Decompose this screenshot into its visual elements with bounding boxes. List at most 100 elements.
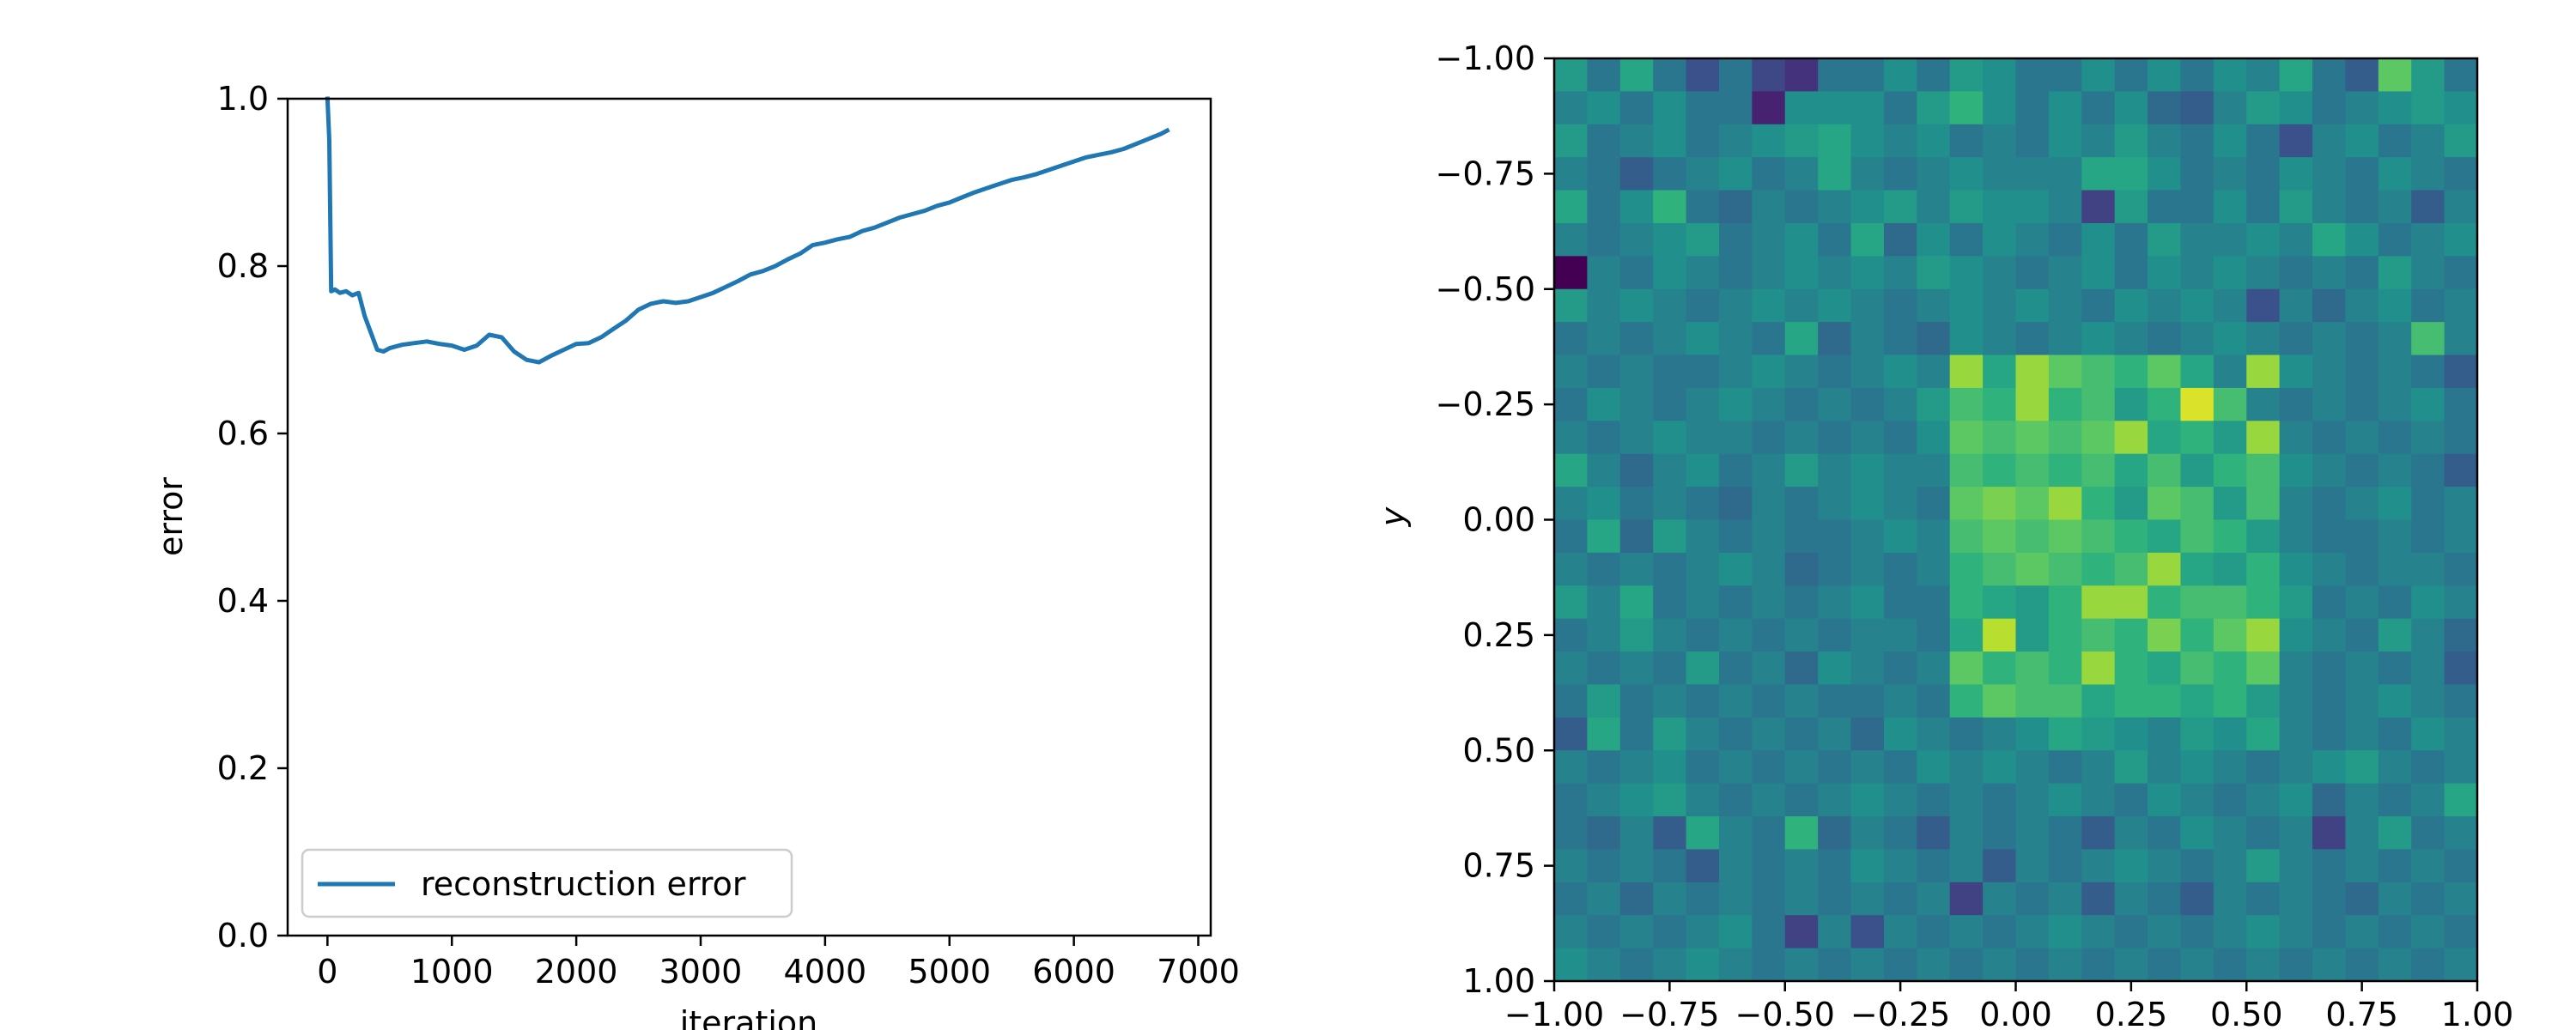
heatmap-cell [2015, 882, 2050, 916]
heatmap-cell [1554, 256, 1588, 290]
heatmap-cell [2048, 618, 2082, 652]
heatmap-cell [2180, 487, 2215, 521]
heatmap-cell [1587, 387, 1621, 421]
heatmap-cell [2345, 58, 2379, 92]
heatmap-cell [1587, 519, 1621, 554]
heatmap-cell [2345, 190, 2379, 224]
heatmap-cell [1949, 421, 1984, 455]
heatmap-cell [2312, 487, 2347, 521]
heatmap-cell [1850, 322, 1885, 356]
heatmap-cell [2213, 222, 2247, 257]
heatmap-cell [2246, 519, 2281, 554]
heatmap-cell [1818, 124, 1852, 158]
heatmap-cell [2148, 552, 2182, 586]
heatmap-cell [1983, 322, 2017, 356]
heatmap-cell [1917, 354, 1951, 389]
heatmap-cell [1653, 190, 1687, 224]
heatmap-cell [2081, 288, 2116, 323]
heatmap-cell [1752, 849, 1786, 883]
heatmap-cell [1554, 684, 1588, 718]
heatmap-cell [1917, 58, 1951, 92]
heatmap-cell [1554, 157, 1588, 191]
heatmap-cell [2444, 487, 2478, 521]
heatmap-cell [1718, 849, 1753, 883]
heatmap-cell [2081, 816, 2116, 851]
heatmap-cell [2411, 256, 2445, 290]
heatmap-cell [2015, 288, 2050, 323]
heatmap-cell [2279, 717, 2313, 751]
heatmap-cell [2378, 421, 2412, 455]
heatmap-cell [2213, 322, 2247, 356]
heatmap-y-tick-label: 1.00 [1462, 962, 1535, 1000]
heatmap-cell [1554, 519, 1588, 554]
heatmap-cell [1917, 783, 1951, 817]
heatmap-cell [1686, 783, 1720, 817]
heatmap-cell [1619, 157, 1654, 191]
heatmap-cell [2378, 948, 2412, 982]
heatmap-cell [1818, 322, 1852, 356]
heatmap-cell [2444, 849, 2478, 883]
heatmap-cell [2345, 421, 2379, 455]
heatmap-cell [1686, 222, 1720, 257]
heatmap-cell [1587, 421, 1621, 455]
heatmap-cell [1752, 915, 1786, 949]
heatmap-cell [2081, 618, 2116, 652]
heatmap-cell [1983, 421, 2017, 455]
heatmap-cell [1818, 256, 1852, 290]
heatmap-cell [2444, 190, 2478, 224]
heatmap-cell [1949, 387, 1984, 421]
heatmap-cell [1917, 487, 1951, 521]
heatmap-cell [2114, 256, 2148, 290]
heatmap-cell [2411, 421, 2445, 455]
heatmap-cell [1619, 948, 1654, 982]
heatmap-cell [1917, 222, 1951, 257]
heatmap-cell [1983, 124, 2017, 158]
heatmap-cell [2048, 849, 2082, 883]
heatmap-cell [1818, 387, 1852, 421]
heatmap-cell [1686, 585, 1720, 620]
heatmap-cell [2081, 948, 2116, 982]
heatmap-cell [2015, 849, 2050, 883]
heatmap-cell [2444, 684, 2478, 718]
heatmap-cell [1818, 783, 1852, 817]
heatmap-cell [2015, 684, 2050, 718]
heatmap-cell [2180, 585, 2215, 620]
heatmap-x-tick-label: 0.75 [2325, 996, 2398, 1030]
heatmap-cell [2246, 421, 2281, 455]
heatmap-cell [2279, 816, 2313, 851]
heatmap-cell [2246, 190, 2281, 224]
heatmap-cell [2411, 552, 2445, 586]
heatmap-cell [2148, 387, 2182, 421]
heatmap-cell [1752, 157, 1786, 191]
heatmap-y-tick-label: −0.50 [1436, 270, 1535, 308]
heatmap-cell [1917, 552, 1951, 586]
heatmap-cell [1619, 487, 1654, 521]
heatmap-cell [2378, 256, 2412, 290]
heatmap-cell [1653, 519, 1687, 554]
heatmap-cell [1619, 124, 1654, 158]
heatmap-cell [2378, 58, 2412, 92]
heatmap-cell [2411, 849, 2445, 883]
heatmap-cell [1554, 322, 1588, 356]
heatmap-cell [1917, 618, 1951, 652]
heatmap-cell [1587, 58, 1621, 92]
heatmap-cell [1619, 882, 1654, 916]
heatmap-cell [2246, 585, 2281, 620]
heatmap-cell [1850, 487, 1885, 521]
heatmap-cell [1752, 322, 1786, 356]
heatmap-cell [1587, 618, 1621, 652]
line-axes-frame [286, 97, 1212, 937]
heatmap-cell [1653, 157, 1687, 191]
line-y-tick-label: 0.8 [217, 247, 269, 285]
heatmap-cell [1949, 915, 1984, 949]
heatmap-cell [2114, 519, 2148, 554]
heatmap-cell [1752, 288, 1786, 323]
heatmap-cell [1949, 783, 1984, 817]
heatmap-cell [1752, 585, 1786, 620]
heatmap-cell [2444, 552, 2478, 586]
heatmap-cell [1818, 222, 1852, 257]
heatmap-cell [2081, 453, 2116, 488]
heatmap-cell [2345, 684, 2379, 718]
heatmap-cell [2378, 684, 2412, 718]
heatmap-cell [1917, 190, 1951, 224]
